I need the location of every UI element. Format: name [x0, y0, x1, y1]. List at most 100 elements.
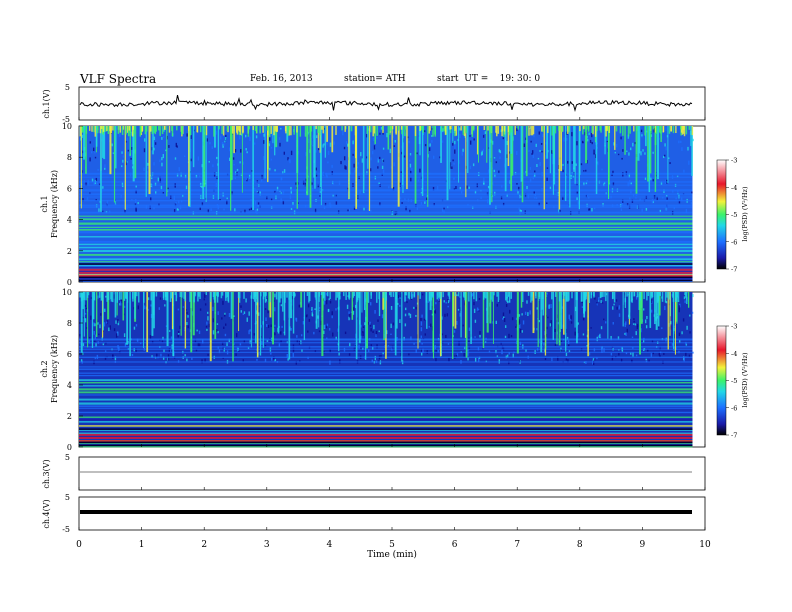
spec-speckle — [204, 293, 206, 298]
spec-speckle — [539, 162, 541, 167]
spec-top-speckle — [139, 126, 142, 137]
colorbar-tick-label: -4 — [731, 184, 737, 192]
spec-ytick-label: 2 — [67, 247, 72, 256]
spec-streak — [419, 126, 421, 156]
spec-speckle — [518, 319, 520, 323]
spec-speckle — [348, 353, 351, 356]
spec-speckle — [457, 308, 460, 311]
spec-top-speckle — [253, 292, 256, 302]
spec-top-speckle — [276, 126, 279, 132]
spec-speckle — [226, 197, 228, 200]
spec-speckle — [416, 207, 419, 210]
spec-speckle — [104, 350, 107, 352]
spec-speckle — [257, 312, 260, 316]
spec-streak — [465, 292, 468, 358]
spec-streak — [673, 292, 675, 349]
spec-speckle — [630, 182, 633, 185]
spec-speckle — [405, 307, 407, 311]
spec-top-speckle — [288, 292, 290, 300]
spec-streak — [318, 292, 320, 328]
spec-top-speckle — [436, 292, 439, 300]
spec-top-speckle — [376, 126, 378, 136]
spec-speckle — [435, 302, 437, 305]
spec-speckle — [267, 309, 269, 314]
spec-speckle — [362, 331, 364, 336]
spec-band — [79, 206, 693, 208]
spec-speckle — [349, 313, 351, 318]
spec-streak — [256, 292, 259, 358]
spec-speckle — [531, 153, 533, 155]
spec-streak — [510, 126, 513, 191]
spec-speckle — [248, 311, 250, 316]
spec-top-speckle — [254, 126, 257, 132]
spec-speckle — [298, 304, 301, 308]
spec-streak — [192, 292, 195, 336]
spec-speckle — [487, 185, 490, 189]
spec-band — [79, 236, 693, 238]
spec-streak — [614, 126, 616, 150]
spec-speckle — [419, 168, 421, 173]
spec-streak — [563, 292, 565, 335]
spec-speckle — [666, 196, 668, 200]
spec-ytick-label: 10 — [62, 288, 72, 297]
spec-speckle — [448, 357, 450, 362]
spec-speckle — [111, 143, 114, 147]
spec-streak — [132, 126, 135, 165]
spec-top-speckle — [221, 126, 223, 134]
spec-top-speckle — [265, 292, 267, 296]
spec-speckle — [410, 170, 412, 174]
spec-speckle — [546, 326, 548, 330]
spec-speckle — [392, 135, 394, 139]
spec-speckle — [588, 351, 591, 356]
spec-speckle — [411, 167, 413, 172]
spec-speckle — [156, 353, 158, 358]
spec-speckle — [612, 170, 614, 174]
spec-top-speckle — [395, 126, 397, 134]
spec-speckle — [668, 157, 670, 160]
spec-streak — [511, 126, 514, 176]
spec-speckle — [315, 149, 317, 153]
spec-speckle — [98, 183, 101, 186]
spec-speckle — [268, 143, 271, 147]
spec-speckle — [504, 325, 507, 328]
spec-speckle — [608, 182, 611, 185]
spec-speckle — [591, 132, 593, 138]
spec-top-speckle — [442, 292, 444, 298]
spec-top-speckle — [184, 292, 186, 302]
spec-speckle — [217, 330, 219, 334]
spec-speckle — [582, 317, 585, 321]
spec-speckle — [131, 353, 134, 357]
spec-speckle — [208, 323, 211, 328]
spec-top-speckle — [576, 292, 578, 301]
spec-band — [79, 418, 693, 421]
spec-speckle — [135, 185, 137, 188]
spec-speckle — [233, 163, 235, 166]
spec-streak — [638, 126, 641, 154]
spec-speckle — [186, 133, 188, 137]
spec-speckle — [382, 352, 384, 355]
spec-top-speckle — [99, 126, 102, 134]
spec-speckle — [558, 209, 560, 214]
spec-streak — [202, 126, 205, 200]
spec-speckle — [550, 304, 552, 309]
ch2-spec-ylabel-bottom: Frequency (kHz) — [50, 335, 59, 403]
spec-speckle — [473, 308, 476, 313]
spec-streak — [203, 126, 206, 187]
spec-speckle — [161, 162, 163, 167]
spec-speckle — [195, 174, 198, 178]
spec-speckle — [257, 202, 260, 205]
spec-streak — [113, 126, 116, 203]
spec-speckle — [274, 358, 277, 362]
spec-streak — [510, 126, 513, 154]
spec-speckle — [271, 133, 273, 137]
spec-speckle — [507, 301, 509, 304]
spec-speckle — [529, 178, 532, 183]
spec-band — [79, 176, 693, 178]
spec-speckle — [124, 343, 127, 348]
spec-top-speckle — [484, 292, 487, 299]
spec-speckle — [201, 339, 204, 344]
spec-speckle — [393, 162, 395, 167]
spec-speckle — [650, 353, 653, 357]
spec-speckle — [447, 300, 450, 304]
spec-streak — [262, 292, 264, 348]
